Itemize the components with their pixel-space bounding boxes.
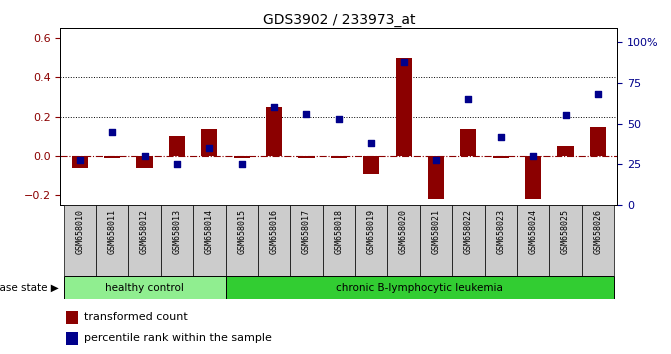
Bar: [169, 137, 185, 156]
Point: [560, 113, 571, 118]
Bar: [460, 129, 476, 156]
Bar: [64, 205, 96, 276]
Text: GSM658026: GSM658026: [593, 209, 603, 254]
Text: GSM658013: GSM658013: [172, 209, 181, 254]
Point: [495, 134, 506, 139]
Bar: [517, 205, 550, 276]
Point: [301, 111, 312, 117]
Bar: [525, 156, 541, 199]
Bar: [428, 156, 444, 199]
Bar: [161, 205, 193, 276]
Text: GSM658023: GSM658023: [497, 209, 505, 254]
Bar: [128, 205, 161, 276]
Bar: [225, 276, 614, 299]
Text: disease state ▶: disease state ▶: [0, 282, 58, 293]
Bar: [331, 156, 347, 158]
Text: GSM658020: GSM658020: [399, 209, 408, 254]
Text: GSM658025: GSM658025: [561, 209, 570, 254]
Text: GSM658014: GSM658014: [205, 209, 214, 254]
Bar: [96, 205, 128, 276]
Point: [528, 154, 539, 159]
Bar: [299, 156, 315, 158]
Bar: [104, 156, 120, 158]
Text: healthy control: healthy control: [105, 282, 184, 293]
Bar: [590, 127, 606, 156]
Text: GSM658017: GSM658017: [302, 209, 311, 254]
Bar: [323, 205, 355, 276]
Bar: [66, 311, 79, 324]
Bar: [136, 156, 153, 168]
Bar: [258, 205, 291, 276]
Bar: [395, 58, 412, 156]
Text: percentile rank within the sample: percentile rank within the sample: [84, 333, 272, 343]
Bar: [72, 156, 88, 168]
Bar: [452, 205, 484, 276]
Text: chronic B-lymphocytic leukemia: chronic B-lymphocytic leukemia: [336, 282, 503, 293]
Bar: [201, 129, 217, 156]
Text: transformed count: transformed count: [84, 312, 187, 322]
Text: GSM658018: GSM658018: [334, 209, 344, 254]
Point: [204, 145, 215, 151]
Text: GSM658010: GSM658010: [75, 209, 85, 254]
Bar: [420, 205, 452, 276]
Text: GSM658015: GSM658015: [238, 209, 246, 254]
Text: GSM658024: GSM658024: [529, 209, 537, 254]
Text: GSM658022: GSM658022: [464, 209, 473, 254]
Point: [333, 116, 344, 121]
Point: [107, 129, 117, 135]
Bar: [64, 276, 225, 299]
Bar: [387, 205, 420, 276]
Point: [366, 141, 376, 146]
Bar: [66, 332, 79, 345]
Point: [592, 91, 603, 97]
Bar: [355, 205, 387, 276]
Text: GSM658012: GSM658012: [140, 209, 149, 254]
Point: [268, 104, 279, 110]
Point: [139, 154, 150, 159]
Bar: [582, 205, 614, 276]
Bar: [225, 205, 258, 276]
Bar: [234, 156, 250, 158]
Bar: [493, 156, 509, 158]
Bar: [193, 205, 225, 276]
Text: GSM658019: GSM658019: [367, 209, 376, 254]
Bar: [291, 205, 323, 276]
Text: GSM658016: GSM658016: [270, 209, 278, 254]
Point: [236, 162, 247, 167]
Point: [431, 157, 442, 162]
Point: [463, 96, 474, 102]
Text: GSM658011: GSM658011: [108, 209, 117, 254]
Point: [172, 162, 183, 167]
Bar: [558, 146, 574, 156]
Text: GSM658021: GSM658021: [431, 209, 440, 254]
Bar: [363, 156, 379, 174]
Bar: [484, 205, 517, 276]
Bar: [266, 107, 282, 156]
Bar: [550, 205, 582, 276]
Point: [74, 157, 85, 162]
Title: GDS3902 / 233973_at: GDS3902 / 233973_at: [262, 13, 415, 27]
Point: [399, 59, 409, 64]
